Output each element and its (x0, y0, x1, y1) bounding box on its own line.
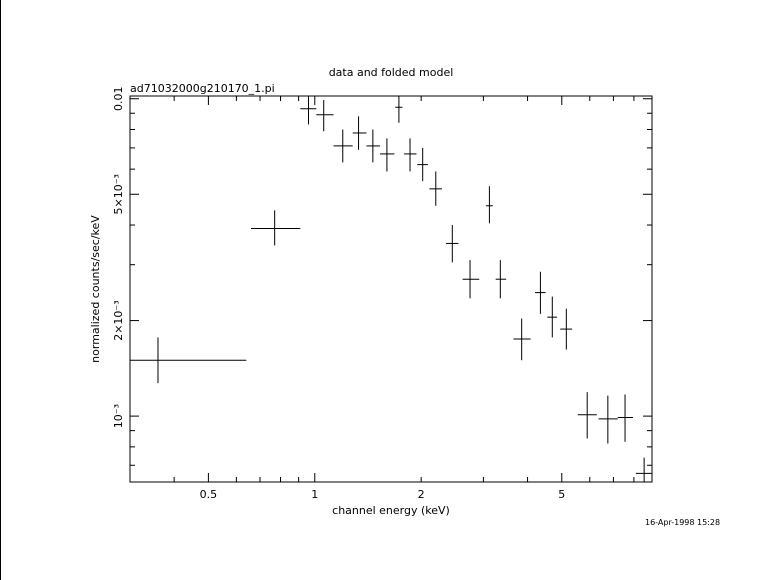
data-point (333, 129, 353, 163)
y-tick-label: 5×10⁻³ (112, 174, 125, 214)
data-point (535, 271, 546, 314)
data-point (598, 395, 618, 444)
data-point (380, 138, 395, 172)
data-point (352, 116, 367, 150)
y-tick-label: 2×10⁻³ (112, 300, 125, 340)
data-point (316, 100, 334, 132)
x-tick-label: 1 (311, 488, 318, 501)
data-point (495, 260, 507, 299)
data-point (547, 296, 558, 338)
data-point (617, 394, 633, 442)
data-point (395, 96, 403, 123)
data-point (130, 337, 247, 384)
axis-tick-labels: 0.5 1 2 5 10⁻³ 2×10⁻³ 5×10⁻³ 0.01 (112, 86, 565, 501)
data-point (577, 392, 597, 439)
axis-ticks (129, 96, 653, 482)
x-axis-label: channel energy (keV) (332, 504, 450, 517)
data-point (462, 260, 480, 299)
y-tick-label: 10⁻³ (112, 404, 125, 428)
plot-timestamp: 16-Apr-1998 15:28 (645, 518, 721, 527)
data-point (251, 210, 301, 246)
data-point (300, 96, 317, 125)
y-axis-label: normalized counts/sec/keV (89, 215, 102, 363)
y-tick-label: 0.01 (112, 86, 125, 111)
data-series (130, 96, 652, 482)
x-tick-label: 5 (558, 488, 565, 501)
x-tick-label: 2 (418, 488, 425, 501)
plot-frame (129, 95, 653, 483)
data-point (485, 186, 493, 224)
x-tick-label: 0.5 (200, 488, 218, 501)
data-point (429, 171, 442, 206)
data-point (366, 129, 381, 163)
data-point (635, 457, 652, 482)
data-point (445, 225, 459, 263)
data-point (513, 318, 531, 361)
chart-title: data and folded model (329, 66, 454, 79)
window-left-edge (0, 0, 1, 580)
data-point (404, 138, 417, 172)
chart-subtitle: ad71032000g210170_1.pi (130, 82, 275, 95)
data-point (560, 308, 573, 350)
data-point (417, 147, 428, 182)
